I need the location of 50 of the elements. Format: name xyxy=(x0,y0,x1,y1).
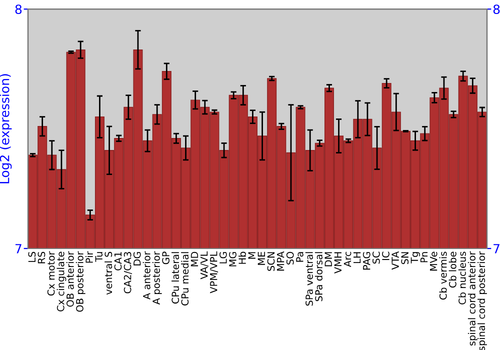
x-tick-label: DG xyxy=(133,252,141,266)
x-tick-label: SN xyxy=(401,252,409,264)
x-tick-label: ME xyxy=(258,252,265,265)
x-tick-label: Tu xyxy=(95,252,103,262)
x-tick-label: CPu medial xyxy=(181,252,189,306)
x-tick-label: SPa dorsal xyxy=(314,252,322,302)
x-tick-label: SCN xyxy=(267,252,275,271)
x-tick-label: LG xyxy=(220,252,227,264)
x-tick-label: Tg xyxy=(410,252,420,264)
x-tick-label: Cx cingulate xyxy=(56,252,66,312)
x-tick-label: A posterior xyxy=(152,251,162,305)
y-axis-title: Log2 (expression) xyxy=(0,74,12,184)
y2-tick-label: 8 xyxy=(493,4,500,14)
x-tick-label: Pa xyxy=(296,252,304,262)
x-tick-label: LH xyxy=(354,252,361,264)
x-tick-label: RS xyxy=(38,252,46,264)
x-tick-label: Hb xyxy=(238,252,246,264)
x-tick-label: spinal cord anterior xyxy=(468,251,478,346)
x-tick-label: MD xyxy=(190,252,198,266)
x-tick-label: Cb lobe xyxy=(448,252,456,288)
x-tick-label: M xyxy=(248,252,256,259)
x-tick-label: VPM/VPL xyxy=(210,251,218,294)
x-tick-label: A anterior xyxy=(142,251,150,300)
x-tick-label: ventral S xyxy=(104,252,112,295)
x-tick-label: OB posterior xyxy=(76,251,86,312)
x-tick-label: Cx motor xyxy=(47,251,55,296)
x-tick-label: DM xyxy=(324,252,332,266)
x-tick-label: MVe xyxy=(430,252,438,271)
x-tick-label: Pir xyxy=(85,251,93,263)
x-tick-label: VTA xyxy=(392,251,399,270)
x-tick-label: Pn xyxy=(420,252,428,262)
x-tick-label: CPu lateral xyxy=(172,252,180,304)
x-tick-label: IC xyxy=(382,252,390,260)
x-tick-label: CA2/CA3 xyxy=(124,252,132,294)
x-tick-label: OB anterior xyxy=(66,251,74,307)
x-tick-label: MPA xyxy=(277,251,284,271)
x-tick-label: SC xyxy=(372,252,380,264)
x-tick-label: LS xyxy=(28,252,36,262)
x-tick-label: CA1 xyxy=(114,252,122,270)
x-tick-label: MG xyxy=(229,252,236,266)
x-tick-label: Arc xyxy=(344,252,352,267)
x-tick-label: VA/VL xyxy=(200,251,208,280)
x-tick-label: VMH xyxy=(334,252,342,274)
x-tick-label: SPa ventral xyxy=(305,252,313,306)
x-tick-label: GP xyxy=(162,252,170,264)
x-tick-label: PAG xyxy=(362,252,370,270)
y2-tick-label: 7 xyxy=(494,244,500,254)
x-tick-label: SO xyxy=(286,252,294,264)
x-tick-label: Cb vermis xyxy=(439,252,447,300)
x-tick-label: Cb nucleus xyxy=(458,252,466,304)
